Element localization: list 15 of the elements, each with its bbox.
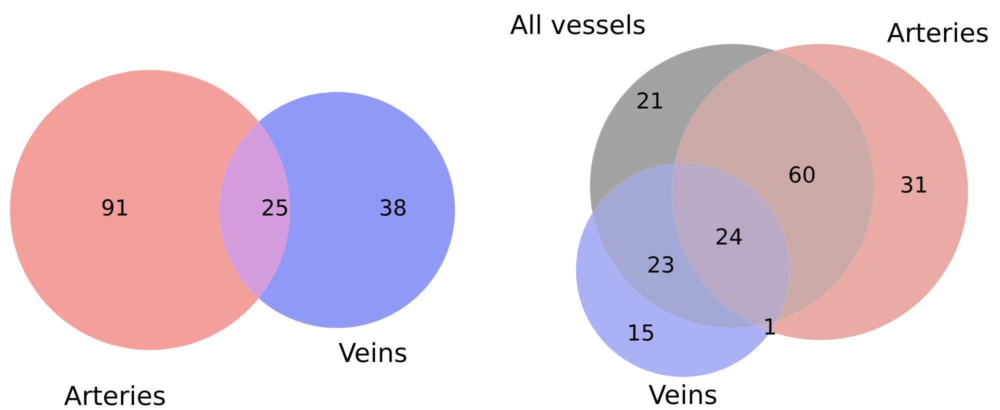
data-label: 38 [379,196,407,222]
text: Arteries [886,18,990,49]
text: Veins [648,380,718,410]
data-label: 15 [627,322,655,347]
data-label: 21 [636,90,664,115]
data-label: 1 [763,316,777,341]
text: All vessels [510,10,646,41]
data-label: 25 [261,196,289,222]
data-label: 60 [788,164,816,189]
data-label: 91 [101,196,129,222]
data-label: 24 [715,226,743,251]
data-label: 31 [900,174,928,199]
text: Arteries [64,382,166,410]
data-label: 23 [647,254,675,279]
text: Veins [338,338,408,369]
